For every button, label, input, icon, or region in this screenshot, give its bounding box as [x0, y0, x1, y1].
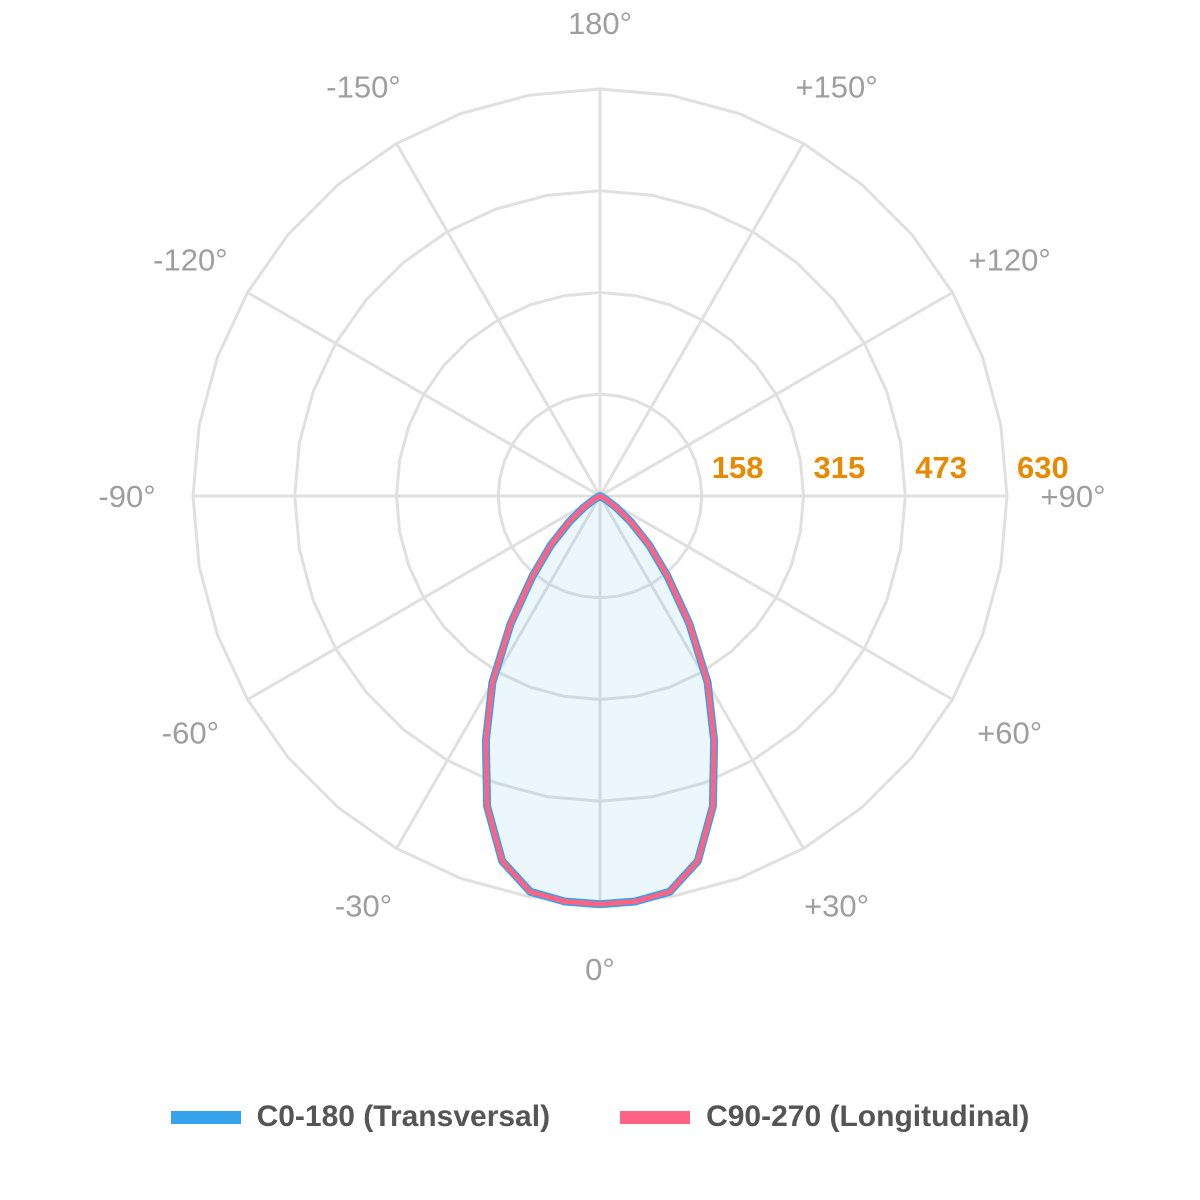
legend-swatch-transversal: [170, 1110, 241, 1124]
angle-label: +120°: [969, 243, 1051, 278]
angle-label: -90°: [98, 479, 155, 514]
angle-label: +60°: [977, 716, 1042, 751]
grid-spoke: [246, 494, 601, 701]
angle-labels: 180° +150° +120° +90° +60° +30° 0° -30° -60° -90°…: [98, 6, 1105, 987]
legend-label-longitudinal: C90-270 (Longitudinal): [706, 1100, 1030, 1133]
grid-spoke: [246, 291, 601, 498]
angle-label: -150°: [326, 69, 400, 104]
grid-spoke: [598, 142, 805, 497]
angle-label: -60°: [162, 716, 219, 751]
angle-label: -120°: [153, 243, 227, 278]
grid: [191, 87, 1009, 905]
angle-label: -30°: [335, 889, 392, 924]
radial-tick-label: 158: [712, 450, 764, 485]
radial-tick-labels: 158 315 473 630: [712, 450, 1069, 485]
grid-spoke: [599, 291, 954, 498]
series-line-longitudinal: [483, 493, 717, 907]
angle-label: +30°: [804, 889, 869, 924]
angle-label: +90°: [1041, 479, 1106, 514]
radial-tick-label: 473: [915, 450, 967, 485]
legend-item-longitudinal[interactable]: C90-270 (Longitudinal): [620, 1100, 1029, 1134]
legend: C0-180 (Transversal) C90-270 (Longitudin…: [0, 1100, 1200, 1134]
radial-tick-label: 315: [814, 450, 866, 485]
legend-item-transversal[interactable]: C0-180 (Transversal): [170, 1100, 551, 1134]
grid-spoke: [599, 494, 954, 701]
radial-tick-label: 630: [1017, 450, 1069, 485]
legend-label-transversal: C0-180 (Transversal): [256, 1100, 551, 1133]
angle-label: 0°: [585, 952, 615, 987]
angle-label: 180°: [568, 6, 632, 41]
series-layer: [481, 492, 719, 909]
legend-swatch-longitudinal: [620, 1110, 691, 1124]
grid-spoke: [395, 142, 602, 497]
angle-label: +150°: [795, 69, 877, 104]
